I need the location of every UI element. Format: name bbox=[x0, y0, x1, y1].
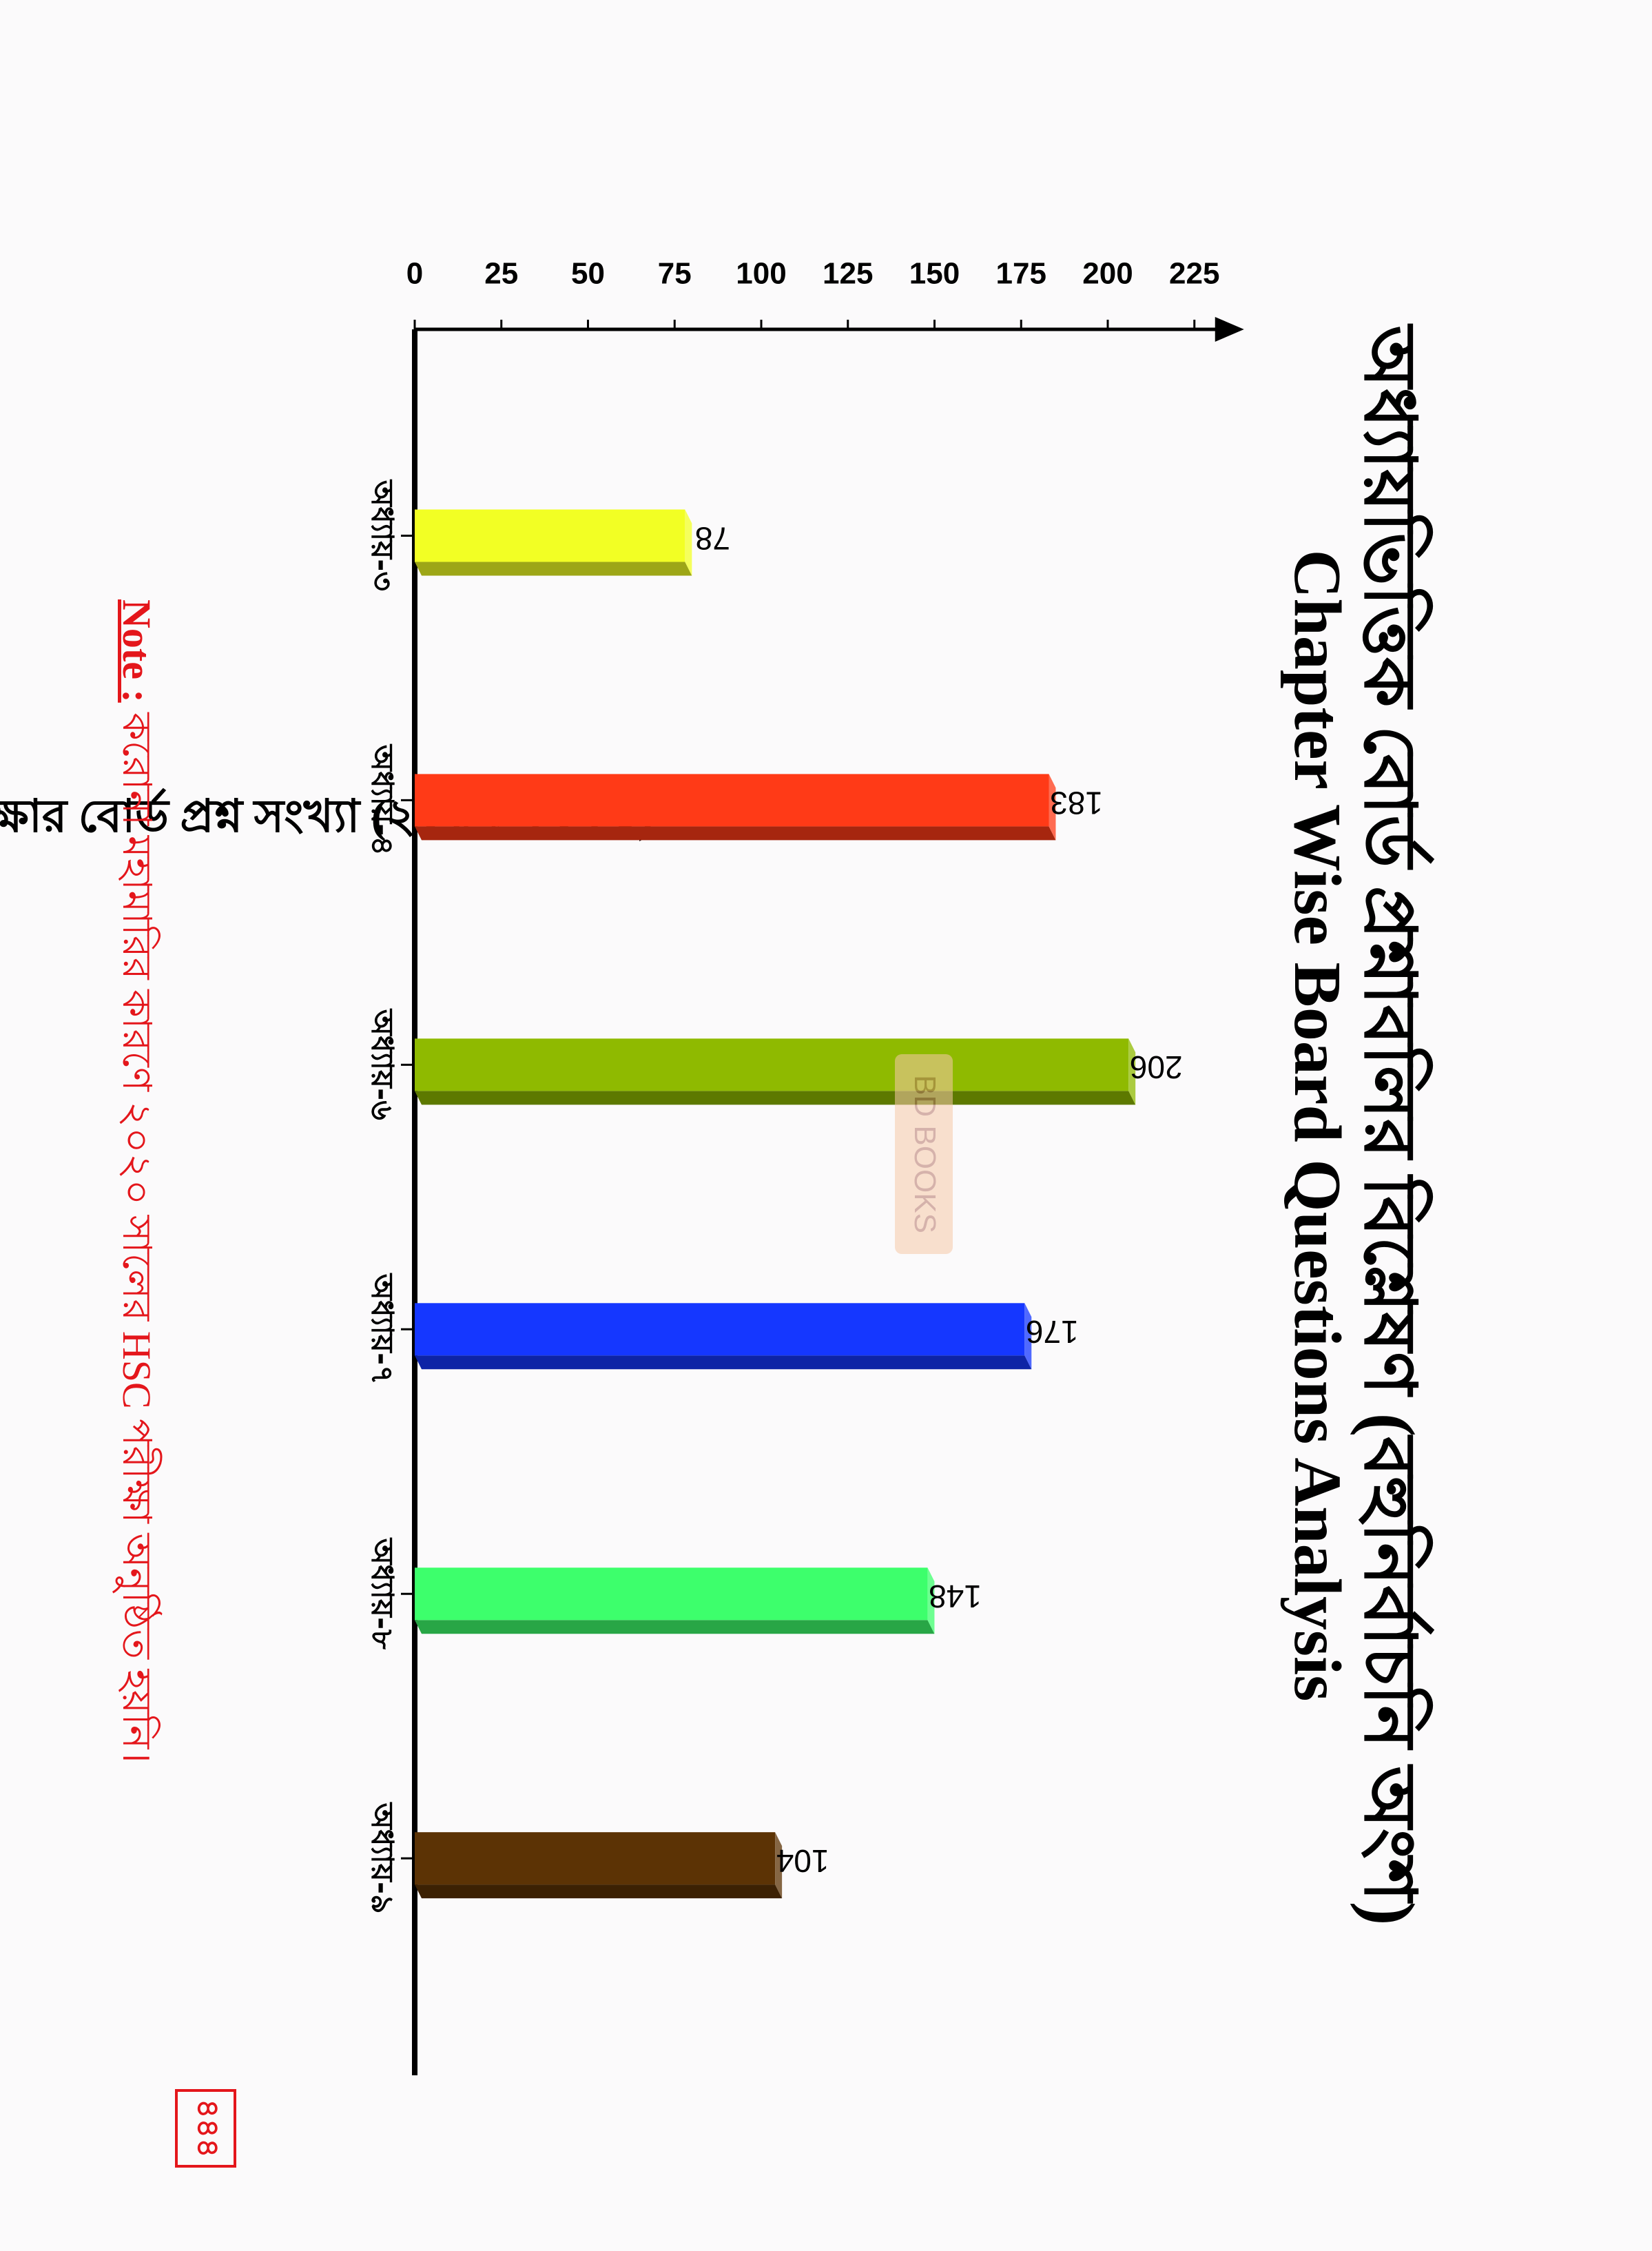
bar-data-label: 104 bbox=[776, 1843, 829, 1879]
bar-top bbox=[685, 509, 692, 576]
bar-top bbox=[927, 1568, 935, 1634]
bar-data-label: 206 bbox=[1130, 1049, 1183, 1085]
bar bbox=[415, 774, 1049, 827]
y-tick-label: 225 bbox=[1169, 257, 1219, 291]
note-body: করোনা মহামারির কারণে ২০২০ সালের HSC পরীক… bbox=[114, 702, 159, 1764]
bar-top bbox=[775, 1832, 783, 1899]
bar bbox=[415, 1303, 1025, 1356]
x-category-label: অধ্যায়-৬ bbox=[364, 1008, 400, 1120]
y-tick-label: 175 bbox=[996, 257, 1046, 291]
bar-side bbox=[415, 826, 1056, 841]
chart-bars bbox=[414, 509, 1136, 1899]
chart-labels: 0 25 50 75 100 125 150 175 200 225 78 অধ্যায়-৩ 183 অ… bbox=[364, 257, 1219, 1914]
y-tick-label: 25 bbox=[484, 257, 518, 291]
x-category-label: অধ্যায়-৪ bbox=[364, 743, 400, 856]
y-tick-label: 125 bbox=[823, 257, 873, 291]
y-tick-label: 100 bbox=[736, 257, 786, 291]
bar-side bbox=[415, 1620, 935, 1634]
bar-side bbox=[415, 1355, 1032, 1370]
bar bbox=[414, 1038, 1129, 1091]
bar bbox=[414, 509, 685, 562]
bar-top bbox=[1024, 1303, 1032, 1370]
bar-data-label: 78 bbox=[695, 520, 730, 556]
note-label: Note : bbox=[114, 599, 159, 703]
x-category-label: অধ্যায়-৯ bbox=[364, 1802, 400, 1914]
y-tick-label: 150 bbox=[909, 257, 960, 291]
bar-data-label: 183 bbox=[1050, 785, 1103, 821]
x-category-label: অধ্যায়-৩ bbox=[364, 479, 400, 591]
watermark-logo: BD BOOKS bbox=[895, 1054, 953, 1254]
bar-side bbox=[415, 562, 692, 576]
bar bbox=[415, 1832, 776, 1885]
bar bbox=[414, 1568, 928, 1621]
chart-axes bbox=[401, 317, 1244, 2075]
y-tick-label: 50 bbox=[571, 257, 605, 291]
y-tick-label: 0 bbox=[406, 257, 423, 291]
x-category-label: অধ্যায়-৮ bbox=[364, 1537, 400, 1649]
page-number: ৪৪৪ bbox=[175, 2089, 236, 2168]
note-text: Note : করোনা মহামারির কারণে ২০২০ সালের H… bbox=[101, 599, 167, 1763]
x-category-label: অধ্যায়-৭ bbox=[364, 1273, 400, 1385]
y-tick-label: 75 bbox=[658, 257, 692, 291]
bar-top bbox=[1049, 774, 1056, 841]
bar-side bbox=[415, 1884, 783, 1899]
bar-data-label: 148 bbox=[929, 1579, 982, 1614]
y-tick-label: 200 bbox=[1082, 257, 1133, 291]
bar-data-label: 176 bbox=[1026, 1314, 1079, 1350]
bar-top bbox=[1128, 1038, 1136, 1105]
y-axis-arrow bbox=[1215, 317, 1244, 342]
bar-side bbox=[415, 1091, 1136, 1105]
